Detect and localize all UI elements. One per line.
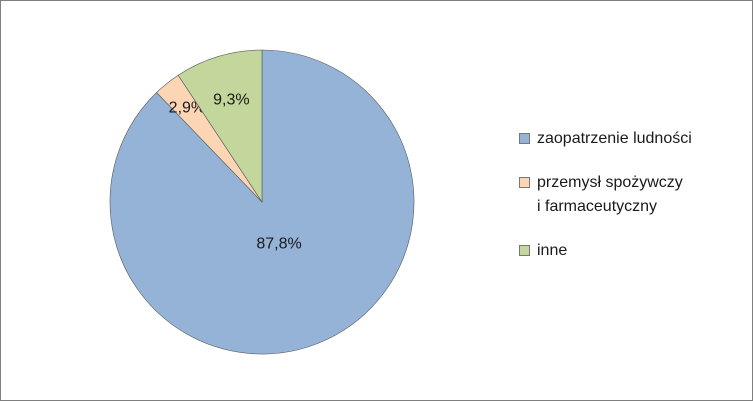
- legend-label: przemysł spożywczy i farmaceutyczny: [537, 174, 683, 215]
- data-label: 87,8%: [256, 236, 301, 253]
- legend: zaopatrzenie ludności przemysł spożywczy …: [519, 127, 692, 283]
- legend-item: inne: [519, 239, 692, 263]
- legend-label: zaopatrzenie ludności: [537, 130, 692, 147]
- data-label: 9,3%: [213, 91, 249, 108]
- legend-swatch: [519, 245, 530, 256]
- legend-swatch: [519, 133, 530, 144]
- data-label: 2,9%: [169, 100, 205, 117]
- legend-label: inne: [537, 242, 568, 259]
- legend-swatch: [519, 177, 530, 188]
- pie-slice: [177, 49, 263, 203]
- legend-item: zaopatrzenie ludności: [519, 127, 692, 151]
- legend-item: przemysł spożywczy i farmaceutyczny: [519, 171, 692, 219]
